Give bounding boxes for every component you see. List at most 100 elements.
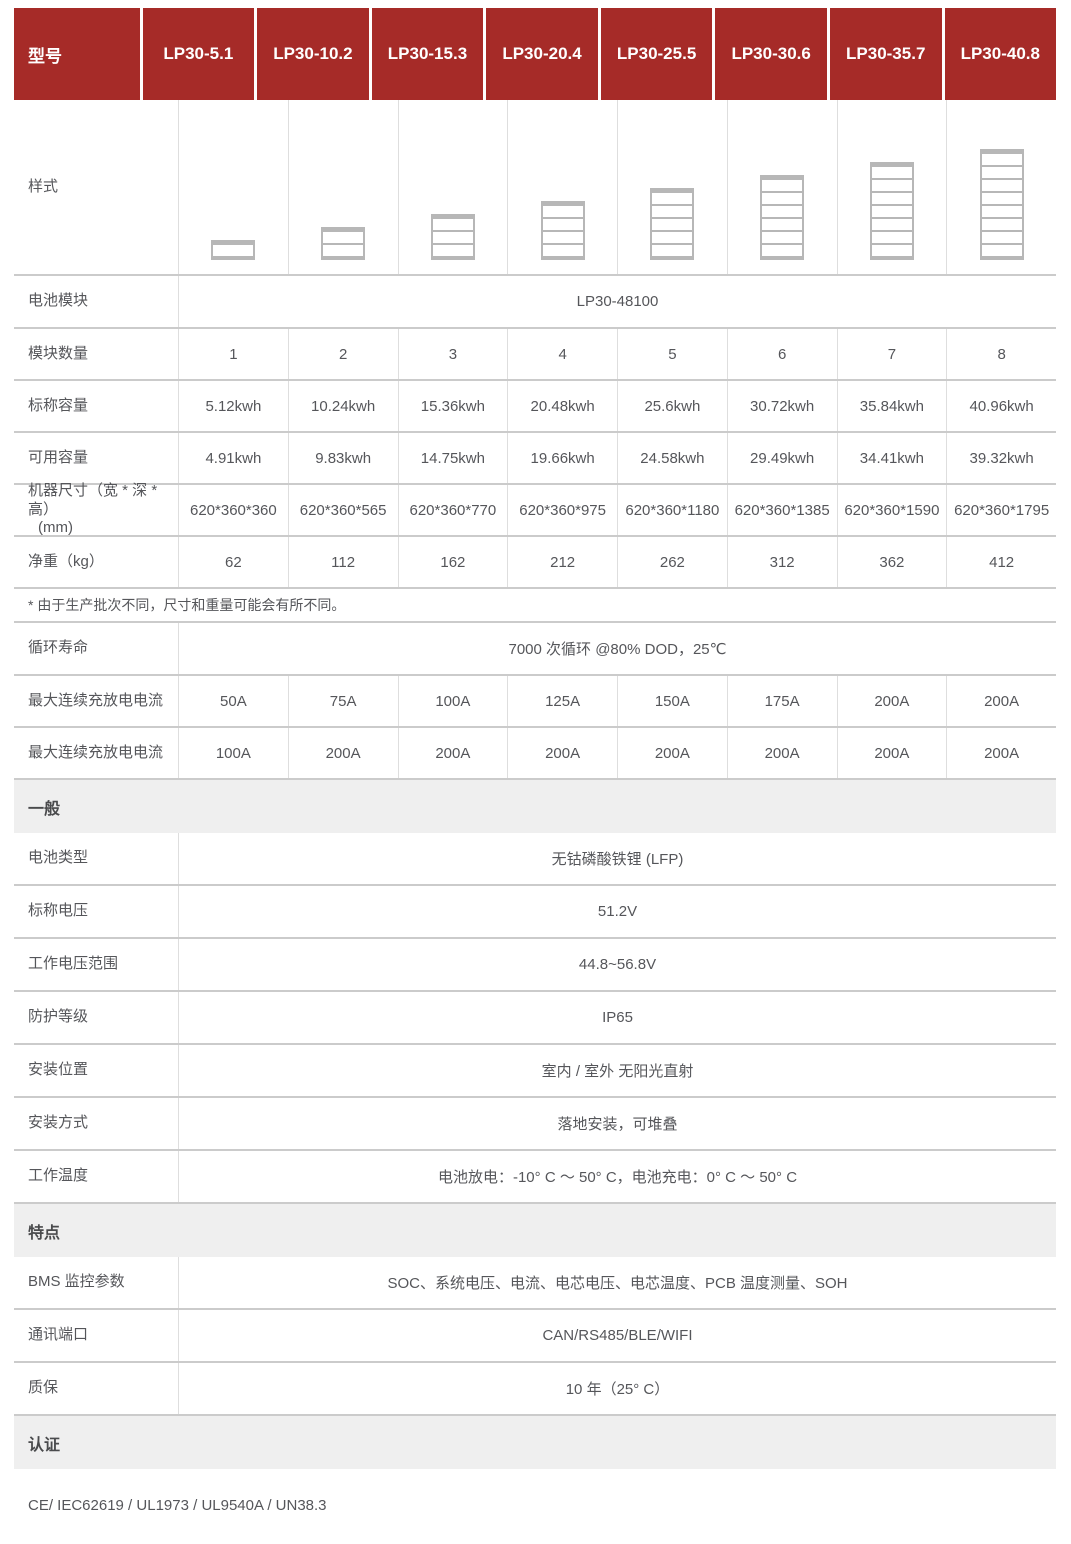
row-label-text: 安装位置	[28, 1061, 89, 1079]
module-unit	[430, 219, 475, 232]
row-label-text: 循环寿命	[28, 639, 89, 657]
module-unit	[650, 193, 695, 206]
value-cell: 3	[397, 329, 508, 379]
value-cell: 24.58kwh	[617, 433, 727, 483]
value-cell: CAN/RS485/BLE/WIFI	[178, 1310, 1056, 1361]
value-cell: 7	[836, 329, 947, 379]
module-stack-cell	[836, 100, 947, 274]
table-row: BMS 监控参数 SOC、系统电压、电流、电芯电压、电芯温度、PCB 温度测量、S…	[14, 1257, 1056, 1310]
value-cell: 34.41kwh	[836, 433, 947, 483]
value-cell: 14.75kwh	[397, 433, 508, 483]
module-stack	[869, 162, 914, 260]
value-cell: 2	[287, 329, 398, 379]
row-label: 通讯端口	[14, 1310, 178, 1361]
table-row: 工作电压范围 44.8~56.8V	[14, 939, 1056, 992]
module-unit	[979, 206, 1024, 219]
row-label-text: 净重（kg）	[28, 552, 104, 570]
table-row: 质保 10 年（25° C）	[14, 1363, 1056, 1416]
row-label-text: BMS 监控参数	[28, 1273, 125, 1291]
module-stack	[979, 149, 1024, 260]
value-cell: 620*360*360	[178, 485, 288, 535]
module-unit	[869, 180, 914, 193]
value-cell: 175A	[726, 676, 837, 726]
module-unit	[979, 180, 1024, 193]
value-cell: IP65	[178, 992, 1056, 1043]
value-cell: 6	[726, 329, 837, 379]
row-label: 循环寿命	[14, 623, 178, 674]
model-header-cell: LP30-15.3	[371, 8, 484, 100]
module-unit	[321, 232, 366, 245]
row-label: 防护等级	[14, 992, 178, 1043]
module-unit	[979, 219, 1024, 232]
module-unit	[650, 206, 695, 219]
row-label: 模块数量	[14, 329, 178, 379]
value-cell: 125A	[507, 676, 617, 726]
module-stack	[650, 188, 695, 260]
value-cell: 200A	[397, 728, 508, 778]
row-label-text: 标称容量	[28, 396, 89, 414]
value-cell: 电池放电：-10° C ～ 50° C，电池充电：0° C ～ 50° C	[178, 1151, 1056, 1202]
row-label: 安装方式	[14, 1098, 178, 1149]
module-unit	[869, 167, 914, 180]
row-label: 标称容量	[14, 381, 178, 431]
value-cell: 112	[287, 537, 398, 587]
value-cell: 9.83kwh	[287, 433, 398, 483]
row-label-text: 安装方式	[28, 1114, 89, 1132]
model-header-cell: LP30-20.4	[486, 8, 598, 100]
row-label: 最大连续充放电电流	[14, 676, 178, 726]
header-row: 型号 LP30-5.1 LP30-10.2 LP30-15.3 LP30-20.4 LP3…	[14, 8, 1057, 100]
value-cell: 312	[726, 537, 837, 587]
model-header-cell: LP30-35.7	[829, 8, 942, 100]
row-label: BMS 监控参数	[14, 1257, 178, 1308]
module-unit	[760, 219, 805, 232]
model-header-cell: LP30-25.5	[600, 8, 713, 100]
module-stack-cap	[650, 188, 695, 193]
value-cell: 200A	[946, 676, 1056, 726]
row-label-text: 质保	[28, 1379, 59, 1397]
row-label: 安装位置	[14, 1045, 178, 1096]
value-cell: 15.36kwh	[397, 381, 508, 431]
module-unit	[869, 206, 914, 219]
row-label: 电池模块	[14, 276, 178, 327]
table-row: 最大连续充放电电流 100A 200A 200A 200A 200A 200A 200A 200…	[14, 728, 1056, 780]
value-cell: 20.48kwh	[507, 381, 617, 431]
module-unit	[979, 245, 1024, 260]
row-label-text: 可用容量	[28, 448, 89, 466]
value-cell: 620*360*975	[507, 485, 617, 535]
table-row: 标称电压 51.2V	[14, 886, 1056, 939]
module-unit	[540, 219, 585, 232]
value-cell: 200A	[507, 728, 617, 778]
row-label-text: 最大连续充放电电流	[28, 691, 164, 709]
module-unit	[430, 232, 475, 245]
table-row: 最大连续充放电电流 50A 75A 100A 125A 150A 175A 200A 200A	[14, 676, 1056, 728]
module-unit	[760, 245, 805, 260]
module-stack-cap	[979, 149, 1024, 154]
module-unit	[869, 245, 914, 260]
row-label-text: 机器尺寸（宽 * 深 * 高）	[28, 481, 158, 518]
module-stack-cap	[869, 162, 914, 167]
row-label-text: 通讯端口	[28, 1326, 89, 1344]
value-cell: 620*360*1795	[946, 485, 1056, 535]
module-unit	[760, 232, 805, 245]
row-label: 机器尺寸（宽 * 深 * 高） (mm)	[14, 481, 178, 537]
model-column-header: 型号	[14, 8, 140, 100]
table-row: 模块数量 1 2 3 4 5 6 7 8	[14, 329, 1056, 381]
table-row: 工作温度 电池放电：-10° C ～ 50° C，电池充电：0° C ～ 50° …	[14, 1151, 1056, 1204]
model-header-cell: LP30-10.2	[257, 8, 369, 100]
module-stack-cell	[507, 100, 617, 274]
value-cell: 620*360*1590	[836, 485, 947, 535]
module-unit	[979, 167, 1024, 180]
value-cell: 39.32kwh	[946, 433, 1056, 483]
value-cell: 620*360*565	[287, 485, 398, 535]
module-unit	[979, 154, 1024, 167]
note-row: * 由于生产批次不同，尺寸和重量可能会有所不同。	[14, 589, 1056, 623]
row-label: 工作温度	[14, 1151, 178, 1202]
module-unit	[540, 206, 585, 219]
value-cell: 29.49kwh	[726, 433, 837, 483]
module-unit	[321, 245, 366, 260]
value-cell: 室内 / 室外 无阳光直射	[178, 1045, 1056, 1096]
value-cell: 200A	[836, 676, 947, 726]
row-label-text: 电池类型	[28, 849, 89, 867]
value-cell: 7000 次循环 @80% DOD，25℃	[178, 623, 1056, 674]
value-cell: 212	[507, 537, 617, 587]
